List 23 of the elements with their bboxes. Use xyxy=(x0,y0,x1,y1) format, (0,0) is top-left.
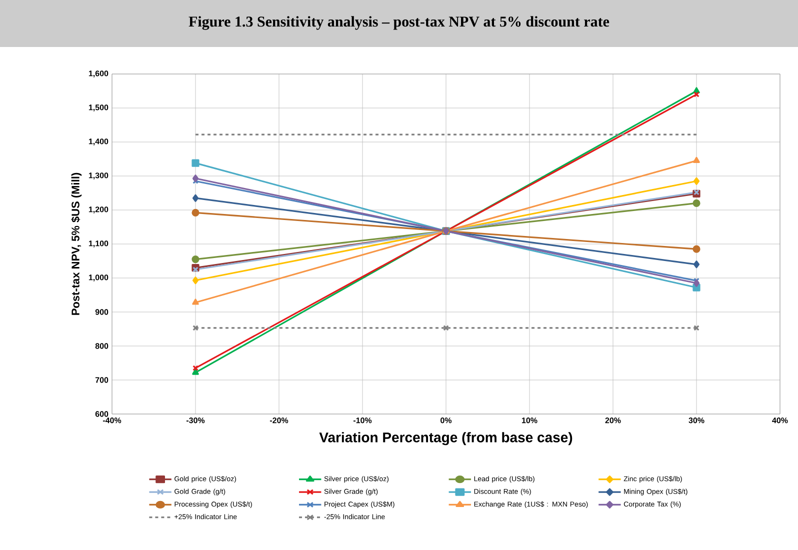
y-tick-label: 600 xyxy=(95,411,108,417)
y-axis-title: Post-tax NPV, 5% $US (Mill) xyxy=(71,172,82,315)
chart-title: Figure 1.3 Sensitivity analysis – post-tax NPV at 5% discount rate xyxy=(188,16,610,30)
y-tick-label: 1,000 xyxy=(88,274,108,282)
x-tick-label: -30% xyxy=(186,418,205,424)
x-tick-label: -10% xyxy=(353,418,372,424)
x-axis-title: Variation Percentage (from base case) xyxy=(319,432,572,446)
y-tick-label: 1,600 xyxy=(88,70,108,78)
x-tick-label: 30% xyxy=(688,418,704,424)
x-tick-label: 40% xyxy=(772,418,788,424)
x-tick-label: -40% xyxy=(102,418,122,424)
x-tick-label: 10% xyxy=(522,418,538,424)
y-tick-label: 800 xyxy=(95,343,108,349)
y-tick-label: 1,200 xyxy=(88,206,108,214)
y-tick-label: 1,100 xyxy=(88,240,108,248)
x-tick-label: -20% xyxy=(270,418,288,424)
y-tick-label: 1,300 xyxy=(88,172,108,180)
y-tick-label: 1,500 xyxy=(88,104,108,112)
y-tick-label: 900 xyxy=(95,309,108,315)
y-tick-label: 1,400 xyxy=(88,138,108,146)
x-tick-label: 20% xyxy=(605,418,621,424)
x-tick-label: 0% xyxy=(440,418,452,424)
y-tick-label: 700 xyxy=(95,377,108,383)
